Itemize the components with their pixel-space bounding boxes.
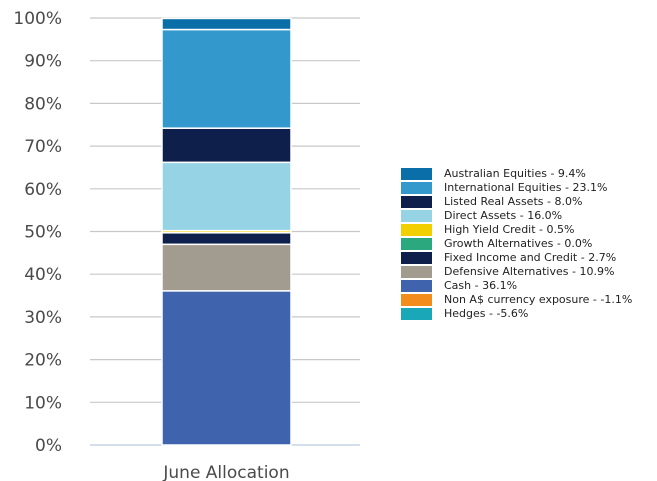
y-tick-label: 30% [24,308,62,328]
legend-item: High Yield Credit - 0.5% [401,223,632,237]
legend-swatch [401,224,432,236]
y-tick-label: 100% [13,9,62,29]
legend-swatch [401,294,432,306]
bar-segment [161,290,292,446]
legend-swatch [401,238,432,250]
legend-label: Growth Alternatives - 0.0% [444,237,593,250]
y-tick-label: 90% [24,52,62,72]
bar-segment [161,243,292,292]
legend-label: High Yield Credit - 0.5% [444,223,575,236]
legend-swatch [401,308,432,320]
legend-label: Defensive Alternatives - 10.9% [444,265,615,278]
legend-item: Defensive Alternatives - 10.9% [401,265,632,279]
legend-item: Listed Real Assets - 8.0% [401,195,632,209]
legend-label: Direct Assets - 16.0% [444,209,563,222]
bar-segment [161,17,292,31]
y-tick-label: 60% [24,180,62,200]
legend-label: Non A$ currency exposure - -1.1% [444,293,633,306]
legend-item: Cash - 36.1% [401,279,632,293]
y-tick-label: 0% [35,436,62,456]
legend-swatch [401,182,432,194]
legend-label: International Equities - 23.1% [444,181,608,194]
legend-label: Hedges - -5.6% [444,307,529,320]
bar-segment [161,127,292,164]
legend-item: Fixed Income and Credit - 2.7% [401,251,632,265]
legend-swatch [401,252,432,264]
y-tick-label: 40% [24,265,62,285]
legend-label: Cash - 36.1% [444,279,518,292]
legend-label: Listed Real Assets - 8.0% [444,195,583,208]
legend-item: Growth Alternatives - 0.0% [401,237,632,251]
legend-swatch [401,210,432,222]
y-tick-label: 70% [24,137,62,157]
legend-label: Fixed Income and Credit - 2.7% [444,251,617,264]
legend-label: Australian Equities - 9.4% [444,167,586,180]
legend-swatch [401,280,432,292]
legend-item: International Equities - 23.1% [401,181,632,195]
legend-item: Australian Equities - 9.4% [401,167,632,181]
legend-swatch [401,266,432,278]
chart-legend: Australian Equities - 9.4% International … [401,167,632,321]
legend-item: Hedges - -5.6% [401,307,632,321]
y-tick-label: 80% [24,94,62,114]
legend-item: Direct Assets - 16.0% [401,209,632,223]
legend-swatch [401,168,432,180]
bar-segment [161,232,292,246]
y-tick-label: 10% [24,393,62,413]
y-tick-label: 50% [24,223,62,243]
x-category-label: June Allocation [162,463,289,481]
y-tick-label: 20% [24,351,62,371]
legend-item: Non A$ currency exposure - -1.1% [401,293,632,307]
bar-segment [161,161,292,232]
bar-segment [161,28,292,129]
legend-swatch [401,196,432,208]
